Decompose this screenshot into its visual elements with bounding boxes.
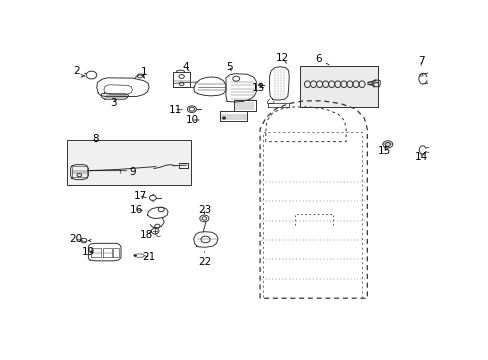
Text: 9: 9 bbox=[129, 167, 135, 177]
Bar bbox=[67, 140, 191, 185]
Text: 11: 11 bbox=[169, 105, 182, 115]
Circle shape bbox=[222, 117, 225, 120]
Text: 1: 1 bbox=[140, 67, 147, 78]
Text: 12: 12 bbox=[276, 53, 289, 63]
Text: 6: 6 bbox=[315, 54, 328, 65]
Text: 20: 20 bbox=[70, 234, 82, 244]
Text: 8: 8 bbox=[93, 134, 99, 144]
Text: 19: 19 bbox=[81, 247, 95, 257]
Text: 7: 7 bbox=[417, 56, 424, 66]
Text: 4: 4 bbox=[183, 62, 189, 72]
Text: 15: 15 bbox=[377, 146, 390, 156]
Text: 22: 22 bbox=[197, 252, 210, 267]
Text: 17: 17 bbox=[133, 191, 146, 201]
Text: 2: 2 bbox=[74, 66, 85, 76]
Text: 10: 10 bbox=[185, 115, 199, 125]
Text: 18: 18 bbox=[140, 230, 153, 240]
Text: 21: 21 bbox=[142, 252, 155, 262]
Text: 13: 13 bbox=[251, 82, 264, 93]
Text: 14: 14 bbox=[414, 152, 427, 162]
Text: 5: 5 bbox=[226, 62, 233, 72]
Polygon shape bbox=[299, 66, 377, 107]
Text: 23: 23 bbox=[197, 205, 210, 215]
Text: 16: 16 bbox=[129, 205, 142, 215]
Text: 3: 3 bbox=[110, 98, 117, 108]
